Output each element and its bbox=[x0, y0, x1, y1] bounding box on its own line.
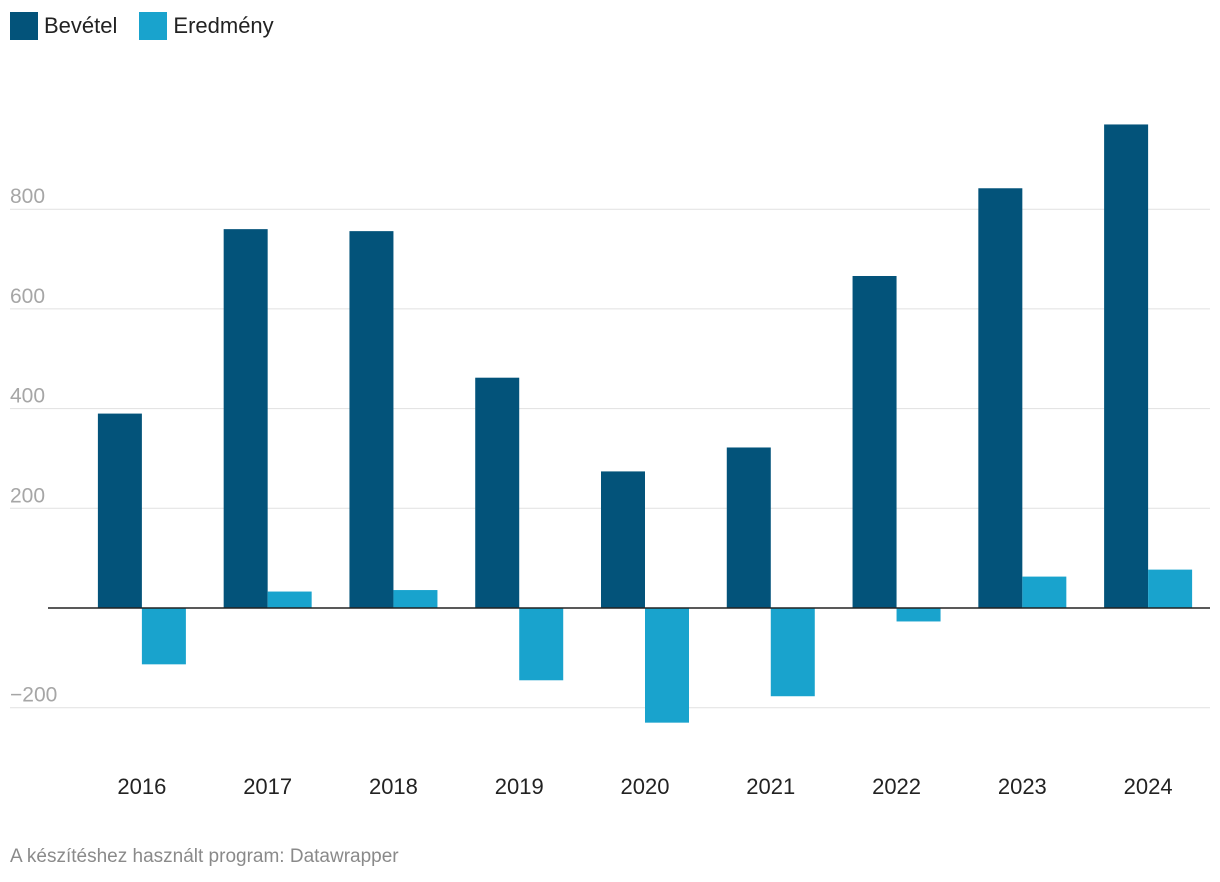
bar-eredmeny-2019 bbox=[519, 608, 564, 681]
bar-eredmeny-2024 bbox=[1148, 569, 1193, 608]
x-tick-label-2017: 2017 bbox=[243, 774, 292, 799]
x-tick-label-2023: 2023 bbox=[998, 774, 1047, 799]
x-tick-label-2022: 2022 bbox=[872, 774, 921, 799]
y-tick-label-400: 400 bbox=[10, 385, 45, 408]
bar-eredmeny-2022 bbox=[896, 608, 941, 622]
x-tick-label-2024: 2024 bbox=[1124, 774, 1173, 799]
bar-bevetel-2023 bbox=[978, 188, 1023, 608]
legend-item-eredmeny: Eredmény bbox=[139, 12, 274, 40]
x-tick-label-2020: 2020 bbox=[621, 774, 670, 799]
bar-eredmeny-2016 bbox=[141, 608, 186, 665]
bar-bevetel-2019 bbox=[475, 377, 520, 608]
bar-bevetel-2024 bbox=[1104, 124, 1149, 608]
y-tick-label-800: 800 bbox=[10, 185, 45, 208]
y-tick-label-200: 200 bbox=[10, 484, 45, 507]
legend-label-bevetel: Bevétel bbox=[44, 13, 118, 38]
footer-credit: A készítéshez használt program: Datawrap… bbox=[10, 846, 399, 867]
bar-bevetel-2017 bbox=[223, 229, 268, 608]
bar-bevetel-2016 bbox=[97, 413, 142, 608]
x-tick-label-2021: 2021 bbox=[746, 774, 795, 799]
bar-bevetel-2020 bbox=[601, 471, 645, 608]
legend: Bevétel Eredmény bbox=[10, 12, 274, 40]
bar-eredmeny-2021 bbox=[770, 608, 815, 697]
x-tick-label-2016: 2016 bbox=[117, 774, 166, 799]
bar-eredmeny-2023 bbox=[1022, 576, 1067, 608]
bar-bevetel-2022 bbox=[852, 275, 897, 608]
bar-chart: −200 200 400 600 800 2016 2017 2018 2019 2020 2021… bbox=[10, 124, 1210, 799]
bar-eredmeny-2020 bbox=[645, 608, 689, 723]
bar-eredmeny-2018 bbox=[393, 590, 438, 608]
bar-bevetel-2018 bbox=[349, 231, 394, 608]
y-tick-label--200: −200 bbox=[10, 684, 57, 707]
x-tick-label-2018: 2018 bbox=[369, 774, 418, 799]
bar-eredmeny-2017 bbox=[267, 591, 312, 608]
legend-label-eredmeny: Eredmény bbox=[173, 13, 274, 38]
x-tick-label-2019: 2019 bbox=[495, 774, 544, 799]
legend-item-bevetel: Bevétel bbox=[10, 12, 117, 40]
bar-bevetel-2021 bbox=[726, 447, 771, 608]
legend-swatch-eredmeny bbox=[139, 12, 168, 40]
y-tick-label-600: 600 bbox=[10, 285, 45, 308]
legend-swatch-bevetel bbox=[10, 12, 38, 40]
